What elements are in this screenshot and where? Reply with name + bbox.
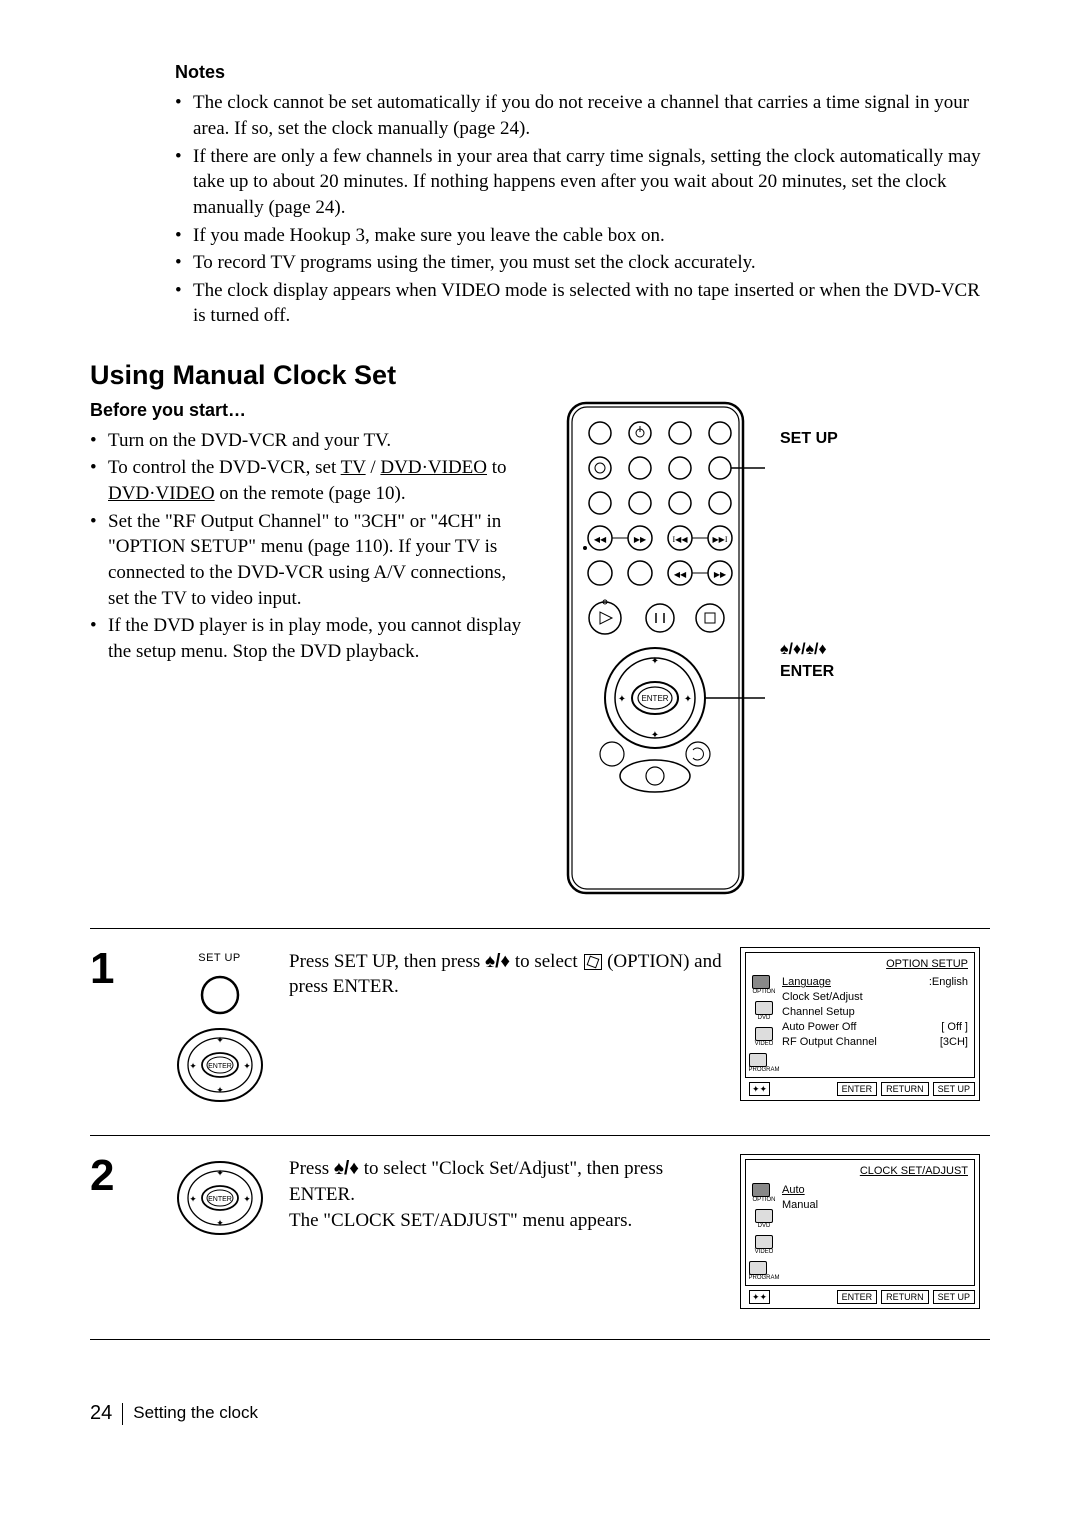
before-you-start-heading: Before you start… [90,398,530,422]
svg-text:✦: ✦ [651,656,659,667]
osd-footer-btn: RETURN [881,1082,929,1096]
svg-text:✦: ✦ [684,694,692,705]
remote-enter-label: ENTER [641,694,668,703]
svg-text:✦: ✦ [216,1218,224,1228]
note-item: If you made Hookup 3, make sure you leav… [175,223,990,249]
section-title: Using Manual Clock Set [90,357,990,393]
osd-title: OPTION SETUP [752,957,968,972]
list-item: If the DVD player is in play mode, you c… [90,613,530,664]
setup-button-label: SET UP [198,951,241,966]
step-number: 2 [90,1154,150,1198]
option-icon [584,954,602,970]
before-you-start-list: Turn on the DVD-VCR and your TV. To cont… [90,428,530,665]
svg-text:▶▶: ▶▶ [634,535,647,544]
svg-text:✦: ✦ [243,1194,251,1204]
osd-footer-btn: ENTER [837,1290,878,1304]
note-item: The clock cannot be set automatically if… [175,90,990,141]
svg-text:✦: ✦ [216,1168,224,1178]
svg-text:ENTER: ENTER [208,1196,232,1203]
callout-enter: ENTER [780,661,838,683]
callout-setup: SET UP [780,428,838,450]
step-number: 1 [90,947,150,991]
osd-arrows-icon: ✦✦ [749,1290,770,1304]
svg-text:◀◀: ◀◀ [594,535,607,544]
osd-footer-btn: SET UP [933,1290,975,1304]
svg-text:I◀◀: I◀◀ [673,535,689,544]
page-footer: 24 Setting the clock [90,1400,990,1427]
page-number: 24 [90,1400,112,1427]
svg-text:ENTER: ENTER [208,1063,232,1070]
osd-footer-btn: SET UP [933,1082,975,1096]
note-item: To record TV programs using the timer, y… [175,250,990,276]
step-2: 2 ENTER ✦ ✦ ✦ ✦ Press ♠/♦ to select "Clo… [90,1135,990,1340]
list-item: To control the DVD-VCR, set TV / DVD·VID… [90,455,530,506]
osd-clock-set: CLOCK SET/ADJUST OPTION DVD VIDEO PROGRA… [740,1154,980,1309]
osd-option-setup: OPTION SETUP OPTION DVD VIDEO PROGRAM La… [740,947,980,1102]
svg-text:▶▶: ▶▶ [714,570,727,579]
svg-text:✦: ✦ [243,1061,251,1071]
osd-arrows-icon: ✦✦ [749,1082,770,1096]
osd-title: CLOCK SET/ADJUST [752,1164,968,1179]
note-item: If there are only a few channels in your… [175,144,990,221]
svg-text:▶▶I: ▶▶I [713,535,728,544]
osd-footer-btn: RETURN [881,1290,929,1304]
list-item: Set the "RF Output Channel" to "3CH" or … [90,509,530,612]
step-text: Press SET UP, then press ♠/♦ to select (… [289,947,728,1000]
note-item: The clock display appears when VIDEO mod… [175,278,990,329]
svg-text:✦: ✦ [651,730,659,741]
dpad-icon: ENTER ✦ ✦ ✦ ✦ [175,1025,265,1105]
notes-list: The clock cannot be set automatically if… [175,90,990,329]
remote-diagram: ◀◀ ▶▶ I◀◀ ▶▶I ◀◀ ▶▶ ENTER ✦ ✦ ✦ [560,398,770,898]
step-text: Press ♠/♦ to select "Clock Set/Adjust", … [289,1154,728,1233]
callout-arrows: ♠/♦/♠/♦ [780,639,838,661]
dpad-icon: ENTER ✦ ✦ ✦ ✦ [175,1158,265,1238]
setup-button-icon [198,973,242,1017]
osd-footer-btn: ENTER [837,1082,878,1096]
list-item: Turn on the DVD-VCR and your TV. [90,428,530,454]
step-1: 1 SET UP ENTER ✦ ✦ ✦ ✦ Press SET UP, the… [90,928,990,1136]
page-footer-title: Setting the clock [133,1402,258,1425]
svg-text:✦: ✦ [189,1061,197,1071]
svg-text:✦: ✦ [216,1035,224,1045]
notes-heading: Notes [175,60,990,84]
svg-text:✦: ✦ [216,1085,224,1095]
svg-text:◀◀: ◀◀ [674,570,687,579]
svg-text:✦: ✦ [189,1194,197,1204]
svg-text:✦: ✦ [618,694,626,705]
